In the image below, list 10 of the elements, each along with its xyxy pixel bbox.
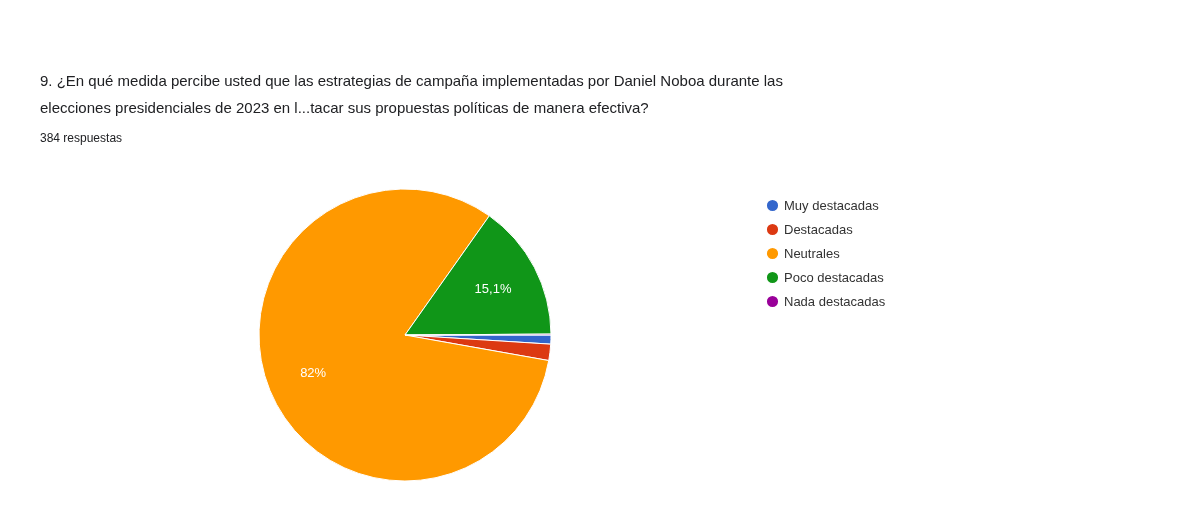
- legend-label: Muy destacadas: [784, 197, 880, 213]
- legend-label: Poco destacadas: [784, 269, 885, 285]
- data-label: 15,1%: [474, 281, 512, 297]
- data-label: 82%: [300, 364, 327, 380]
- text: 384 respuestas: [40, 131, 123, 145]
- legend-label: Nada destacadas: [784, 293, 886, 309]
- legend-label: Destacadas: [784, 221, 854, 237]
- chart-title: 9. ¿En qué medida percibe usted que las estrategias de campaña implementadas por Daniel Noboa durante las elecciones presidenciales de 2023 en l...tacar sus propuestas políticas de manera efectiva?: [40, 72, 783, 116]
- pie-slice: [258, 188, 550, 482]
- legend-label: Neutrales: [784, 245, 841, 261]
